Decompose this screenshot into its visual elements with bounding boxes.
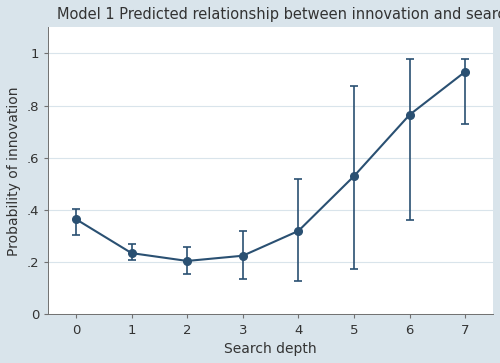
Text: Model 1 Predicted relationship between innovation and search breadth: Model 1 Predicted relationship between i… [57, 7, 500, 22]
X-axis label: Search depth: Search depth [224, 342, 317, 356]
Y-axis label: Probability of innovation: Probability of innovation [7, 86, 21, 256]
